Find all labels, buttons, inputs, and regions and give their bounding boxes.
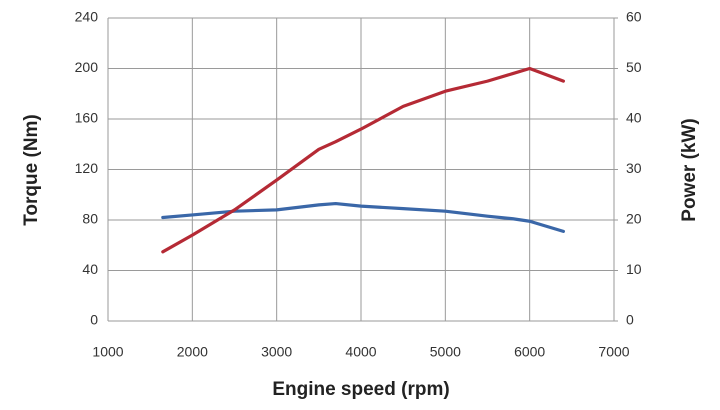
x-tick-label: 7000 — [598, 344, 629, 360]
y-tick-label: 80 — [82, 211, 98, 227]
y-tick-label: 240 — [75, 9, 99, 25]
y2-tick-label: 10 — [626, 261, 642, 277]
y2-tick-label: 0 — [626, 312, 634, 328]
x-tick-label: 2000 — [177, 344, 208, 360]
y-tick-label: 120 — [75, 160, 99, 176]
data-line — [161, 66, 565, 254]
y2-axis-title: Power (kW) — [679, 118, 700, 221]
y-tick-label: 160 — [75, 110, 99, 126]
y2-tick-label: 60 — [626, 9, 642, 25]
y-tick-label: 200 — [75, 59, 99, 75]
y2-tick-label: 30 — [626, 160, 642, 176]
y2-tick-label: 40 — [626, 110, 642, 126]
y-tick-label: 40 — [82, 261, 98, 277]
y-axis-title: Torque (Nm) — [21, 114, 42, 226]
x-axis-title: Engine speed (rpm) — [272, 379, 449, 400]
x-tick-label: 6000 — [514, 344, 545, 360]
x-tick-label: 3000 — [261, 344, 292, 360]
y2-tick-label: 50 — [626, 59, 642, 75]
x-tick-label: 1000 — [92, 344, 123, 360]
x-tick-label: 4000 — [345, 344, 376, 360]
y-tick-label: 0 — [90, 312, 98, 328]
y2-tick-label: 20 — [626, 211, 642, 227]
x-tick-label: 5000 — [430, 344, 461, 360]
